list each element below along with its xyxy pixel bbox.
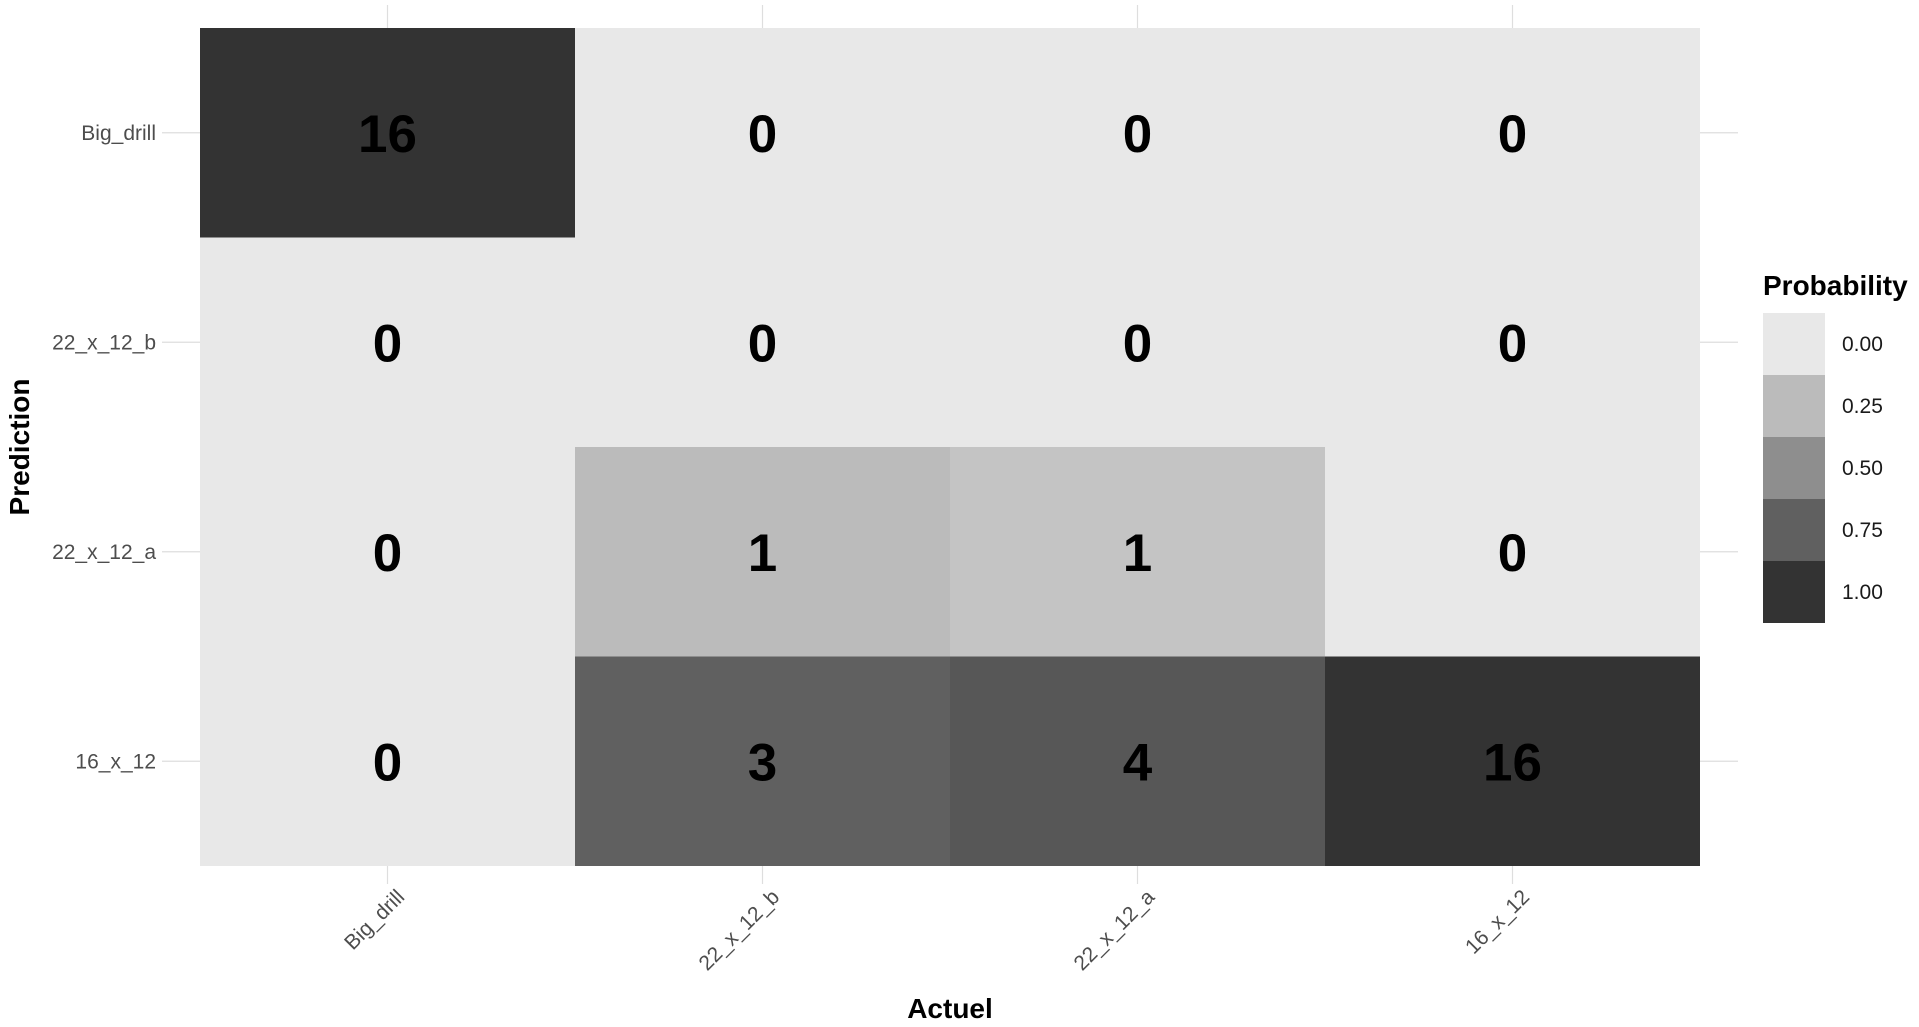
cell-value-label: 0 [1498, 105, 1527, 164]
legend: Probability 0.00 0.25 0.50 0.75 1.00 [1763, 270, 1908, 623]
heatmap-cell [200, 237, 575, 447]
heatmap-cell [575, 28, 950, 238]
legend-label: 0.50 [1842, 457, 1883, 480]
legend-key [1763, 499, 1825, 561]
x-tick-label: 22_x_12_a [1069, 885, 1159, 975]
cell-value-label: 0 [1123, 314, 1152, 373]
x-axis-ticks: Big_drill 22_x_12_b 22_x_12_a 16_x_12 [340, 885, 1534, 975]
cell-value-label: 0 [1498, 524, 1527, 583]
cell-labels: 16 0 0 0 0 0 0 0 0 1 1 0 0 3 4 16 [358, 105, 1542, 793]
cell-value-label: 0 [373, 733, 402, 792]
heatmap-cell [200, 28, 575, 238]
y-tick-label: Big_drill [81, 122, 156, 145]
y-tick-label: 22_x_12_a [52, 541, 156, 564]
cell-value-label: 16 [358, 105, 417, 164]
cell-value-label: 16 [1483, 733, 1542, 792]
cell-value-label: 0 [373, 314, 402, 373]
legend-title: Probability [1763, 270, 1908, 301]
heatmap-cell [950, 28, 1325, 238]
legend-label: 0.00 [1842, 333, 1883, 356]
cell-value-label: 0 [1123, 105, 1152, 164]
y-axis-ticks: Big_drill 22_x_12_b 22_x_12_a 16_x_12 [52, 122, 156, 774]
legend-label: 0.75 [1842, 519, 1883, 542]
heatmap-cell [950, 447, 1325, 657]
heatmap-cell [1325, 28, 1700, 238]
heatmap-cell [200, 656, 575, 866]
legend-key [1763, 375, 1825, 437]
legend-keys: 0.00 0.25 0.50 0.75 1.00 [1763, 313, 1883, 623]
heatmap-cell [950, 656, 1325, 866]
heatmap-cells [200, 28, 1700, 866]
cell-value-label: 0 [748, 314, 777, 373]
cell-value-label: 0 [1498, 314, 1527, 373]
cell-value-label: 1 [748, 524, 777, 583]
heatmap-cell [1325, 237, 1700, 447]
x-axis-title: Actuel [907, 993, 993, 1024]
x-tick-label: Big_drill [340, 885, 409, 954]
y-tick-label: 16_x_12 [75, 750, 156, 773]
cell-value-label: 0 [373, 524, 402, 583]
cell-value-label: 0 [748, 105, 777, 164]
heatmap-cell [575, 237, 950, 447]
cell-value-label: 4 [1123, 733, 1153, 792]
heatmap-cell [575, 447, 950, 657]
heatmap-cell [575, 656, 950, 866]
cell-value-label: 1 [1123, 524, 1152, 583]
y-axis-title: Prediction [4, 379, 35, 516]
x-tick-label: 16_x_12 [1461, 885, 1534, 958]
heatmap-cell [950, 237, 1325, 447]
legend-key [1763, 313, 1825, 375]
legend-label: 1.00 [1842, 581, 1883, 604]
legend-key [1763, 561, 1825, 623]
x-tick-label: 22_x_12_b [694, 885, 784, 975]
y-tick-label: 22_x_12_b [52, 331, 156, 354]
legend-key [1763, 437, 1825, 499]
cell-value-label: 3 [748, 733, 777, 792]
legend-label: 0.25 [1842, 395, 1883, 418]
heatmap-cell [1325, 656, 1700, 866]
heatmap-cell [1325, 447, 1700, 657]
heatmap-cell [200, 447, 575, 657]
